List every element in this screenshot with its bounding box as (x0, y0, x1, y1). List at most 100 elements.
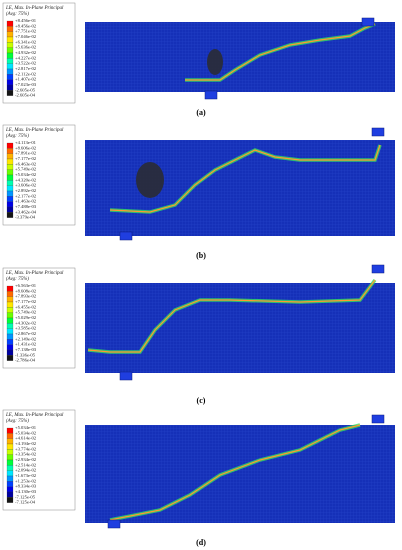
legend-swatch (6, 158, 14, 165)
legend-swatch (6, 212, 14, 218)
legend-value: +4.614e-02 (15, 436, 37, 441)
legend-value: +7.488e-03 (15, 204, 37, 209)
legend-value: +5.034e-02 (15, 430, 37, 435)
legend-swatch (6, 443, 14, 450)
legend-value: +5.749e-02 (15, 310, 37, 315)
panel: LE, Max. In-Plane Principal(Avg: 75%)+4.… (2, 124, 395, 260)
legend-swatch (6, 433, 14, 439)
legend-title: LE, Max. In-Plane Principal (5, 128, 64, 133)
legend-value: +7.893e-02 (15, 294, 37, 299)
crack-core (109, 144, 381, 213)
damage-zone (136, 162, 164, 198)
legend-swatch (6, 174, 14, 181)
legend-value: +5.749e-02 (15, 167, 37, 172)
legend-value: +7.177e-02 (15, 156, 37, 161)
legend-swatch (6, 454, 14, 461)
legend-value: +3.462e-04 (15, 209, 37, 214)
legend-swatch (6, 47, 14, 54)
legend-swatch (6, 459, 14, 466)
legend-value: +6.563e-01 (15, 283, 37, 288)
legend-value: +3.774e-02 (15, 446, 37, 451)
support-plate (119, 231, 133, 241)
caption: (a) (196, 108, 206, 117)
crack-core (87, 279, 376, 353)
legend-swatch (6, 296, 14, 303)
legend-value: +3.354e-02 (15, 452, 37, 457)
legend-value: +2.934e-02 (15, 457, 37, 462)
legend-swatch (6, 323, 14, 329)
legend-swatch (6, 427, 14, 434)
legend-value: +1.463e-02 (15, 199, 37, 204)
legend-value: +8.456e-02 (15, 23, 37, 28)
legend-value: +8.608e-02 (15, 288, 37, 293)
legend-swatch (6, 470, 14, 477)
legend-swatch (6, 190, 14, 197)
legend-value: +6.455e-02 (15, 304, 37, 309)
legend-value: +2.867e-02 (15, 331, 37, 336)
legend-value: -2.786e-04 (15, 358, 36, 363)
legend-value: -7.125e-05 (15, 494, 36, 499)
beam-mesh (85, 140, 395, 236)
legend-subtitle: (Avg: 75%) (6, 277, 29, 282)
panel: LE, Max. In-Plane Principal(Avg: 75%)+5.… (2, 409, 395, 547)
legend-swatch (6, 142, 14, 149)
legend-swatch (6, 52, 14, 59)
crack-core (185, 23, 376, 81)
support-plate (361, 17, 375, 27)
legend-swatch (6, 206, 14, 213)
legend-value: +4.113e-01 (15, 140, 37, 145)
legend-box (2, 409, 76, 511)
legend-value: +2.094e-02 (15, 468, 37, 473)
legend-swatch (6, 438, 14, 445)
legend-swatch (6, 58, 14, 64)
legend-value: -1.336e-05 (15, 352, 36, 357)
legend-swatch (6, 185, 14, 192)
caption: (d) (196, 538, 206, 547)
legend-value: +8.334e-03 (15, 484, 37, 489)
legend-swatch (6, 79, 14, 86)
legend-value: +2.149e-02 (15, 336, 37, 341)
legend-swatch (6, 349, 14, 356)
panel: LE, Max. In-Plane Principal(Avg: 75%)+8.… (2, 2, 395, 117)
legend-value: -2.605e-05 (15, 87, 36, 92)
legend-subtitle: (Avg: 75%) (6, 12, 29, 17)
legend-title: LE, Max. In-Plane Principal (5, 6, 64, 11)
legend-swatch (6, 90, 14, 96)
legend-swatch (6, 148, 14, 154)
legend-swatch (6, 42, 14, 48)
legend-swatch (6, 201, 14, 208)
legend-value: +7.023e-03 (15, 82, 37, 87)
legend-value: +8.606e-02 (15, 145, 37, 150)
crack-core (109, 424, 361, 521)
legend-value: +8.456e-01 (15, 18, 37, 23)
legend-value: +7.751e-02 (15, 29, 37, 34)
legend-swatch (6, 164, 14, 170)
legend-swatch (6, 481, 14, 487)
legend-value: +4.227e-02 (15, 55, 37, 60)
legend-value: +5.034e-01 (15, 425, 37, 430)
legend-value: +1.253e-02 (15, 478, 37, 483)
legend-value: +4.130e-03 (15, 489, 37, 494)
legend-value: +2.112e-02 (15, 71, 37, 76)
legend-value: +3.522e-02 (15, 61, 37, 66)
legend-swatch (6, 74, 14, 80)
legend-swatch (6, 497, 14, 503)
panel: LE, Max. In-Plane Principal(Avg: 75%)+6.… (2, 264, 395, 405)
support-plate (371, 414, 385, 424)
legend-swatch (6, 355, 14, 361)
legend-swatch (6, 285, 14, 292)
legend-swatch (6, 339, 14, 345)
legend-swatch (6, 26, 14, 32)
legend-value: +7.891e-02 (15, 151, 37, 156)
legend-swatch (6, 36, 14, 43)
legend-swatch (6, 20, 14, 27)
legend-value: +5.636e-02 (15, 45, 37, 50)
beam-mesh (85, 283, 395, 373)
legend-swatch (6, 333, 14, 340)
legend-subtitle: (Avg: 75%) (6, 419, 29, 424)
legend-swatch (6, 301, 14, 308)
legend-swatch (6, 475, 14, 482)
support-plate (204, 90, 218, 100)
legend-value: -3.379e-04 (15, 215, 36, 220)
